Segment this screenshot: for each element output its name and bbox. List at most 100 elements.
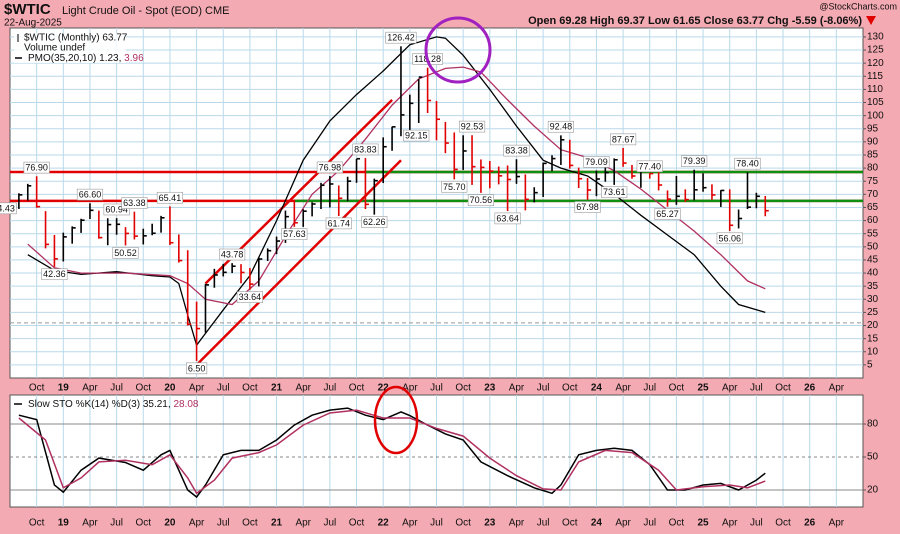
data-label: 92.53 xyxy=(461,122,484,132)
x-tick-label: Jul xyxy=(323,518,336,529)
data-label: 50.52 xyxy=(114,248,137,258)
data-label: 79.09 xyxy=(585,157,608,167)
x-tick-label: Jul xyxy=(217,518,230,529)
data-label: 6.50 xyxy=(188,363,206,373)
y-tick-label: 70 xyxy=(867,189,879,200)
label-box xyxy=(385,31,417,44)
stoch-line xyxy=(18,409,766,495)
x-tick-label: Apr xyxy=(509,518,525,529)
label-box xyxy=(186,362,208,375)
highlight-ellipse xyxy=(373,385,419,455)
data-label: 62.26 xyxy=(363,217,386,227)
x-tick-label: Apr xyxy=(82,383,98,394)
label-box xyxy=(325,217,352,230)
date: 22-Aug-2025 xyxy=(4,18,62,29)
y-tick-label: 35 xyxy=(867,281,879,292)
data-label: 92.48 xyxy=(550,122,573,132)
y-tick-label: 95 xyxy=(867,123,879,134)
y-tick-label: 120 xyxy=(867,58,884,69)
legend-stoch-text: Slow STO %K(14) %D(3) 35.21, xyxy=(28,399,171,410)
x-tick-label: 22 xyxy=(378,383,390,394)
label-box xyxy=(716,232,743,245)
x-tick-label: Apr xyxy=(615,383,631,394)
label-box xyxy=(610,133,637,146)
label-box xyxy=(0,202,17,215)
x-tick-label: 21 xyxy=(271,383,283,394)
y-tick-label: 50 xyxy=(867,241,879,252)
down-arrow xyxy=(866,16,876,25)
x-tick-label: 23 xyxy=(484,518,496,529)
overlay: $WTIC (Monthly) 63.77 Volume undef PMO(3… xyxy=(14,16,492,455)
x-tick-label: Oct xyxy=(242,383,258,394)
y-tick-label: 50 xyxy=(867,452,879,463)
x-tick-label: Oct xyxy=(669,383,685,394)
y-tick-label: 75 xyxy=(867,176,879,187)
quote-label: Low xyxy=(648,15,670,27)
x-tick-label: Oct xyxy=(562,383,578,394)
x-tick-label: Apr xyxy=(615,518,631,529)
x-tick-label: Apr xyxy=(722,383,738,394)
label-box xyxy=(361,216,388,228)
x-tick-label: Oct xyxy=(242,518,258,529)
x-tick-label: Oct xyxy=(775,518,791,529)
pmo-line xyxy=(27,36,766,347)
data-label: 65.41 xyxy=(159,193,182,203)
x-tick-label: Apr xyxy=(402,518,418,529)
y-tick-label: 40 xyxy=(867,268,879,279)
x-tick-label: 22 xyxy=(378,518,390,529)
data-label: 126.42 xyxy=(387,33,415,43)
x-tick-label: Oct xyxy=(29,383,45,394)
y-tick-label: 45 xyxy=(867,255,879,266)
label-box xyxy=(121,197,148,209)
data-label: 78.40 xyxy=(736,159,759,169)
y-tick-label: 10 xyxy=(867,346,879,357)
y-tick-label: 110 xyxy=(867,84,883,95)
x-tick-label: 26 xyxy=(804,518,816,529)
x-tick-label: 21 xyxy=(271,518,283,529)
quote-value: 61.65 xyxy=(673,15,701,27)
label-box xyxy=(467,194,494,207)
x-tick-label: 23 xyxy=(484,383,496,394)
quote-value: 69.37 xyxy=(617,15,645,27)
x-tick-label: Jul xyxy=(430,518,443,529)
data-label: 60.94 xyxy=(105,204,128,214)
data-label: 70.56 xyxy=(470,195,493,205)
legend-volume: Volume undef xyxy=(24,43,85,54)
y-tick-label: 25 xyxy=(867,307,879,318)
x-tick-label: Jul xyxy=(643,518,656,529)
x-tick-label: 25 xyxy=(698,518,710,529)
data-label: 42.36 xyxy=(43,269,66,279)
data-label: 33.64 xyxy=(239,292,262,302)
x-tick-label: 24 xyxy=(591,518,603,529)
data-label: 56.06 xyxy=(718,233,741,243)
y-tick-label: 15 xyxy=(867,333,879,344)
legend-price: $WTIC (Monthly) 63.77 xyxy=(24,33,128,44)
label-box xyxy=(281,228,308,240)
x-tick-label: Jul xyxy=(750,518,763,529)
x-tick-label: Apr xyxy=(82,518,98,529)
y-tick-label: 5 xyxy=(867,360,873,371)
y-tick-label: 30 xyxy=(867,294,879,305)
x-tick-label: Jul xyxy=(110,518,123,529)
trend-line xyxy=(195,159,402,366)
label-box xyxy=(574,201,601,213)
data-label: 64.43 xyxy=(0,203,15,213)
quote-label: Open xyxy=(528,15,556,27)
label-box xyxy=(112,247,139,259)
quote-value: -5.59 (-8.06%) xyxy=(792,15,863,27)
y-tick-label: 115 xyxy=(867,71,883,82)
x-tick-label: Jul xyxy=(750,383,763,394)
legend-pmo: PMO(35,20,10) 1.23, 3.96 xyxy=(28,53,144,64)
data-label: 79.39 xyxy=(683,156,706,166)
x-tick-label: 25 xyxy=(698,383,710,394)
chart-title: Light Crude Oil - Spot (EOD) CME xyxy=(62,5,230,17)
x-tick-label: 26 xyxy=(804,383,816,394)
data-label: 63.38 xyxy=(123,198,146,208)
x-tick-label: Jul xyxy=(323,383,336,394)
x-tick-label: Oct xyxy=(775,383,791,394)
quote-label: Chg xyxy=(767,15,788,27)
label-box xyxy=(636,160,663,173)
y-tick-label: 65 xyxy=(867,202,879,213)
y-tick-label: 90 xyxy=(867,137,879,148)
label-box xyxy=(23,161,50,174)
